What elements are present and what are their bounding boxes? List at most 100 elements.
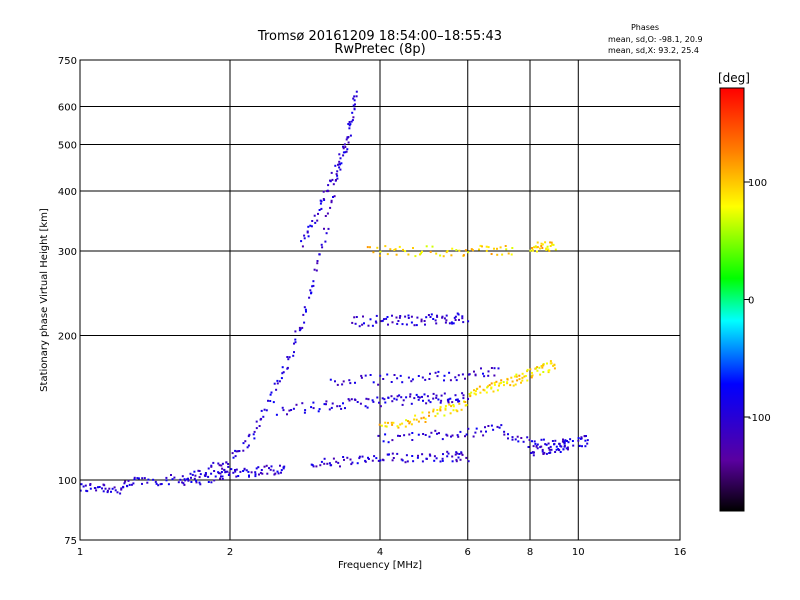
data-point [223,469,226,472]
data-point [207,481,210,483]
data-point [539,373,542,376]
data-point [547,371,550,374]
data-point [193,477,196,480]
data-point [324,240,327,243]
data-point [350,398,353,401]
data-point [440,394,443,397]
data-point [338,153,341,156]
data-point [399,423,402,426]
data-point [363,322,365,325]
data-point [328,408,331,411]
data-point [157,484,160,487]
data-point [407,376,410,379]
data-point [455,460,458,463]
data-point [449,412,452,415]
data-point [340,162,343,165]
data-point [275,413,278,416]
data-point [281,372,284,375]
data-point [544,241,547,244]
grid-lines [80,60,680,540]
data-point [542,453,545,455]
data-point [484,426,486,429]
data-point [190,476,192,479]
data-point [510,376,513,379]
data-point [514,383,517,386]
data-point [456,452,459,455]
data-point [167,483,170,486]
data-point [375,457,378,460]
data-point [152,478,155,481]
data-point [558,442,561,445]
data-point [478,385,481,388]
data-point [199,473,202,476]
data-point [346,136,349,139]
data-point [513,375,516,378]
y-tick-label: 300 [58,247,77,258]
data-point [246,446,249,449]
data-point [356,401,359,403]
data-point [540,245,543,247]
data-point [276,382,279,385]
data-point [420,320,423,323]
data-point [358,455,361,458]
data-point [518,378,521,381]
data-point [453,316,456,319]
data-point [401,323,404,326]
data-point [448,371,451,374]
data-point [482,388,485,391]
data-point [443,392,446,395]
data-point [282,371,285,374]
data-point [543,451,546,454]
data-point [343,458,345,461]
data-point [89,487,92,490]
data-point [181,481,184,484]
data-point [417,433,420,436]
data-point [478,248,480,251]
data-point [459,458,462,461]
data-point [334,380,336,383]
data-point [455,458,458,461]
data-point [303,237,306,240]
data-point [338,160,341,163]
data-point [567,441,570,444]
data-point [436,315,439,318]
data-point [530,376,533,379]
data-point [487,370,490,373]
data-point [411,378,414,381]
data-point [520,381,522,384]
colorbar-label: [deg] [718,71,750,85]
data-point [443,414,446,417]
data-point [549,245,552,247]
data-point [413,418,416,421]
data-point [435,252,438,255]
data-point [441,315,444,318]
data-point [463,400,465,403]
data-point [536,241,539,244]
data-point [450,321,453,324]
data-point [89,484,92,486]
stats-line-o: mean, sd,O: -98.1, 20.9 [608,35,703,44]
data-point [456,434,459,437]
data-point [323,227,325,230]
data-point [410,423,413,426]
data-point [310,225,313,228]
data-point [535,367,538,370]
data-point [288,409,291,412]
data-point [455,398,458,401]
data-point [311,464,314,467]
data-point [346,456,349,459]
data-point [347,123,350,125]
data-point [361,323,364,326]
data-point [154,480,157,483]
data-point [458,318,460,321]
data-point [309,289,312,292]
data-point [323,457,326,460]
y-tick-label: 75 [64,536,77,547]
data-point [310,406,313,409]
data-point [308,296,311,299]
data-point [547,369,550,372]
data-point [566,440,568,442]
data-point [354,103,356,106]
data-point [541,366,544,369]
data-point [532,454,535,457]
